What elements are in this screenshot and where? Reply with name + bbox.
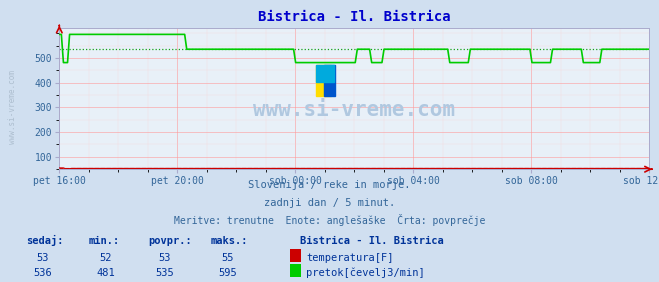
- Text: 535: 535: [156, 268, 174, 278]
- Text: pretok[čevelj3/min]: pretok[čevelj3/min]: [306, 267, 425, 278]
- Text: min.:: min.:: [89, 236, 120, 246]
- Bar: [324, 65, 335, 96]
- Text: zadnji dan / 5 minut.: zadnji dan / 5 minut.: [264, 198, 395, 208]
- Bar: [316, 65, 331, 96]
- Text: maks.:: maks.:: [211, 236, 248, 246]
- Text: povpr.:: povpr.:: [148, 236, 192, 246]
- Text: Bistrica - Il. Bistrica: Bistrica - Il. Bistrica: [300, 236, 444, 246]
- Text: www.si-vreme.com: www.si-vreme.com: [8, 70, 17, 144]
- Text: Meritve: trenutne  Enote: anglešaške  Črta: povprečje: Meritve: trenutne Enote: anglešaške Črta…: [174, 214, 485, 226]
- Text: 53: 53: [159, 253, 171, 263]
- Text: 53: 53: [37, 253, 49, 263]
- Text: 481: 481: [96, 268, 115, 278]
- Text: temperatura[F]: temperatura[F]: [306, 253, 394, 263]
- Text: Slovenija / reke in morje.: Slovenija / reke in morje.: [248, 180, 411, 190]
- Text: sedaj:: sedaj:: [26, 235, 64, 246]
- Text: 52: 52: [100, 253, 111, 263]
- Text: 55: 55: [221, 253, 233, 263]
- Text: 595: 595: [218, 268, 237, 278]
- Text: www.si-vreme.com: www.si-vreme.com: [253, 100, 455, 120]
- Bar: [316, 65, 333, 82]
- Title: Bistrica - Il. Bistrica: Bistrica - Il. Bistrica: [258, 10, 451, 24]
- Text: 536: 536: [34, 268, 52, 278]
